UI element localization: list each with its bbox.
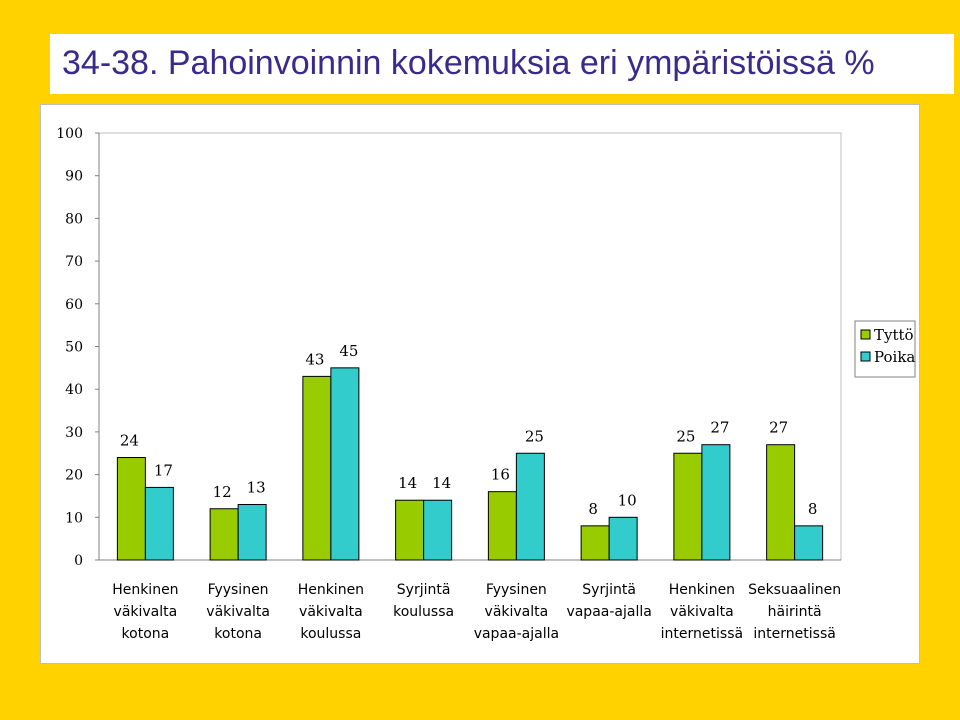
x-category-label: Seksuaalinen	[748, 582, 841, 598]
x-category-label: Henkinen	[112, 582, 178, 598]
y-tick-label: 0	[74, 553, 83, 569]
x-category-label: väkivalta	[670, 604, 734, 620]
y-tick-label: 40	[65, 382, 83, 398]
data-label-tytto: 25	[676, 427, 695, 445]
y-tick-label: 30	[65, 425, 83, 441]
data-label-poika: 8	[808, 500, 818, 518]
data-label-tytto: 24	[120, 432, 139, 450]
page-title: 34-38. Pahoinvoinnin kokemuksia eri ympä…	[62, 44, 875, 82]
x-category-label: vapaa-ajalla	[474, 626, 559, 642]
x-category-label: häirintä	[768, 604, 822, 620]
bar-poika	[330, 367, 360, 561]
x-category-label: kotona	[214, 626, 262, 642]
x-category-label: Syrjintä	[397, 582, 451, 598]
y-tick-label: 10	[65, 510, 83, 526]
x-category-label: Fyysinen	[486, 582, 547, 598]
bar-tytto	[487, 491, 517, 561]
bar-tytto	[302, 375, 332, 561]
y-tick-label: 50	[65, 340, 83, 356]
data-label-tytto: 12	[213, 483, 232, 501]
y-tick-label: 70	[65, 254, 83, 270]
data-label-poika: 25	[525, 427, 544, 445]
data-label-poika: 27	[710, 419, 729, 437]
x-category-label: väkivalta	[206, 604, 270, 620]
data-label-poika: 13	[247, 478, 266, 496]
x-category-label: koulussa	[393, 604, 454, 620]
bar-tytto	[116, 457, 146, 561]
legend-label: Tyttö	[874, 326, 914, 344]
y-tick-label: 100	[56, 126, 83, 142]
data-label-tytto: 16	[491, 466, 510, 484]
x-category-label: internetissä	[661, 626, 743, 642]
y-tick-label: 60	[65, 297, 83, 313]
bar-tytto	[580, 525, 610, 561]
bar-poika	[515, 452, 545, 561]
legend-swatch-tytto	[860, 329, 871, 340]
data-label-poika: 10	[618, 491, 637, 509]
x-category-label: koulussa	[300, 626, 361, 642]
data-label-tytto: 8	[588, 500, 598, 518]
x-category-label: kotona	[122, 626, 170, 642]
x-category-label: Henkinen	[669, 582, 735, 598]
x-category-label: Henkinen	[298, 582, 364, 598]
bar-tytto	[209, 508, 239, 561]
y-tick-label: 90	[65, 169, 83, 185]
bar-tytto	[766, 444, 796, 561]
bar-poika	[237, 503, 267, 561]
bar-poika	[423, 499, 453, 561]
x-category-label: väkivalta	[485, 604, 549, 620]
data-label-tytto: 14	[398, 474, 417, 492]
bar-poika	[144, 486, 174, 561]
legend-swatch-poika	[860, 351, 871, 362]
bar-poika	[608, 516, 638, 561]
data-label-poika: 14	[432, 474, 451, 492]
data-label-poika: 17	[154, 461, 173, 479]
x-category-label: väkivalta	[299, 604, 363, 620]
x-category-label: Fyysinen	[208, 582, 269, 598]
x-category-label: internetissä	[753, 626, 835, 642]
x-category-label: väkivalta	[114, 604, 178, 620]
legend-label: Poika	[874, 348, 915, 366]
bar-poika	[794, 525, 824, 561]
x-category-label: Syrjintä	[582, 582, 636, 598]
data-label-tytto: 27	[769, 419, 788, 437]
chart-panel: 0 10 20 30 40 50 60 70 80 90 100 24 17 Henkinen väkiva…	[40, 104, 920, 664]
bar-poika	[701, 444, 731, 561]
title-band: 34-38. Pahoinvoinnin kokemuksia eri ympä…	[50, 34, 954, 94]
x-category-label: vapaa-ajalla	[566, 604, 651, 620]
y-tick-label: 20	[65, 468, 83, 484]
y-tick-label: 80	[65, 211, 83, 227]
data-label-tytto: 43	[305, 350, 324, 368]
data-label-poika: 45	[339, 342, 358, 360]
bar-tytto	[395, 499, 425, 561]
bar-tytto	[673, 452, 703, 561]
bar-chart: 0 10 20 30 40 50 60 70 80 90 100 24 17 Henkinen väkiva…	[56, 126, 916, 642]
